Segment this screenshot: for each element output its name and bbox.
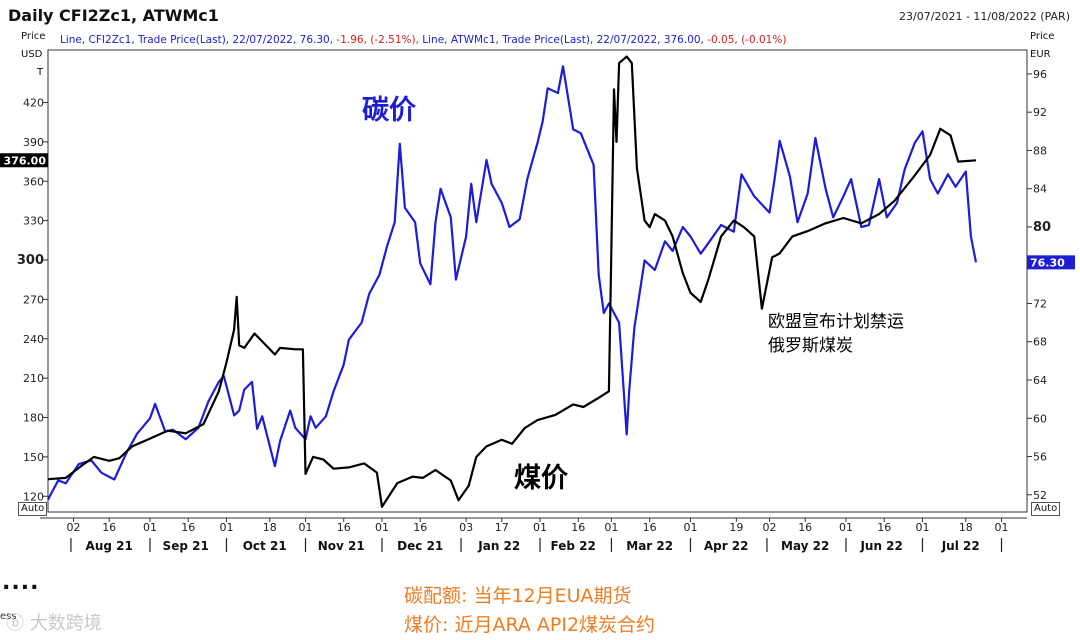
x-axis-day-label: 01	[533, 521, 547, 534]
left-axis-tick-label: 300	[17, 253, 44, 268]
event-annotation-line1: 欧盟宣布计划禁运	[768, 312, 904, 332]
right-axis-tick-label: 80	[1033, 220, 1051, 235]
carbon-last-value-marker	[1027, 255, 1075, 270]
legend-coal-text: Line, ATWMc1, Trade Price(Last), 22/07/2…	[422, 34, 704, 46]
x-axis-day-label: 16	[643, 521, 657, 534]
right-axis-tick-label: 72	[1033, 297, 1047, 310]
left-axis-tick-label: 330	[23, 215, 44, 228]
x-axis-day-label: 03	[459, 521, 473, 534]
watermark: ⓑ 大数跨境	[6, 609, 102, 635]
left-auto-button[interactable]: Auto	[18, 502, 48, 516]
x-axis-month-label: Dec 21	[397, 539, 443, 553]
left-axis-title-price: Price	[21, 31, 46, 42]
right-axis-tick-label: 96	[1033, 68, 1047, 81]
x-axis-day-label: 02	[66, 521, 80, 534]
right-axis-tick-label: 52	[1033, 489, 1047, 502]
footnote-coal: 煤价: 近月ARA API2煤炭合约	[404, 614, 656, 636]
chart-title: Daily CFI2Zc1, ATWMc1	[8, 6, 219, 25]
x-axis-day-label: 01	[995, 521, 1009, 534]
x-axis-month-label: Sep 21	[163, 539, 209, 553]
coal-last-value-marker	[0, 153, 48, 168]
right-axis-title-price: Price	[1030, 31, 1055, 42]
left-axis-tick-label: 210	[23, 372, 44, 385]
carbon-last-value-label: 76.30	[1030, 256, 1065, 269]
watermark-text: 大数跨境	[29, 613, 102, 634]
left-axis-tick-label: 180	[23, 412, 44, 425]
right-axis-tick-label: 64	[1033, 374, 1047, 387]
left-axis-tick-label: 150	[23, 451, 44, 464]
chart-legend: Line, CFI2Zc1, Trade Price(Last), 22/07/…	[60, 34, 786, 46]
x-axis-day-label: 01	[839, 521, 853, 534]
right-auto-button[interactable]: Auto	[1031, 502, 1061, 516]
ticks-layer: 120 150 180 210 240 270 300 330 360 390 420 52 56 60 6…	[17, 68, 1051, 553]
carbon-price-annotation: 碳价	[362, 95, 416, 126]
right-axis-tick-label: 56	[1033, 451, 1047, 464]
coal-price-line	[47, 55, 977, 508]
x-axis-day-label: 16	[571, 521, 585, 534]
x-axis-day-label: 16	[877, 521, 891, 534]
x-axis-day-label: 01	[143, 521, 157, 534]
right-axis-tick-label: 68	[1033, 336, 1047, 349]
x-axis-day-label: 18	[959, 521, 973, 534]
clipped-text: ess	[0, 611, 17, 622]
labels-layer: 376.00 76.30	[0, 153, 1075, 270]
x-axis-day-label: 16	[102, 521, 116, 534]
x-axis-month-label: Mar 22	[626, 539, 673, 553]
legend-carbon-text: Line, CFI2Zc1, Trade Price(Last), 22/07/…	[60, 34, 334, 46]
x-axis-day-label: 02	[763, 521, 777, 534]
left-axis-tick-label: 390	[23, 136, 44, 149]
left-axis-title-usd: USD	[21, 49, 43, 60]
date-range: 23/07/2021 - 11/08/2022 (PAR)	[899, 10, 1070, 23]
x-axis-month-label: Apr 22	[704, 539, 749, 553]
left-axis-tick-label: 270	[23, 293, 44, 306]
x-axis-month-label: Feb 22	[551, 539, 596, 553]
coal-last-value-label: 376.00	[4, 154, 47, 167]
right-axis-tick-label: 60	[1033, 412, 1047, 425]
x-axis-month-label: Jul 22	[941, 539, 980, 553]
x-axis-day-label: 18	[263, 521, 277, 534]
right-axis-tick-label: 84	[1033, 183, 1047, 196]
left-axis-tick-label: 120	[23, 490, 44, 503]
x-axis-day-label: 01	[219, 521, 233, 534]
right-axis-tick-label: 88	[1033, 144, 1047, 157]
legend-coal-change: -0.05, (-0.01%)	[707, 34, 787, 46]
x-axis-day-label: 17	[495, 521, 509, 534]
x-axis-month-label: Jan 22	[477, 539, 520, 553]
watermark-logo-icon: ⓑ	[6, 613, 24, 634]
x-axis-day-label: 01	[683, 521, 697, 534]
carbon-price-line	[47, 65, 978, 501]
x-axis-day-label: 16	[337, 521, 351, 534]
x-axis-day-label: 16	[798, 521, 812, 534]
event-annotation-line2: 俄罗斯煤炭	[768, 336, 853, 356]
x-axis-month-label: Oct 21	[243, 539, 287, 553]
x-axis-day-label: 16	[181, 521, 195, 534]
x-axis-day-label: 19	[729, 521, 743, 534]
left-axis-title-t: T	[37, 67, 44, 78]
x-axis-month-label: Nov 21	[318, 539, 365, 553]
right-axis-tick-label: 92	[1033, 106, 1047, 119]
left-axis-tick-label: 240	[23, 333, 44, 346]
x-axis-day-label: 01	[375, 521, 389, 534]
plot-frame	[47, 49, 1028, 513]
x-axis-day-label: 01	[298, 521, 312, 534]
legend-carbon-change: -1.96, (-2.51%),	[336, 34, 419, 46]
x-axis-day-label: 16	[413, 521, 427, 534]
right-axis-title-eur: EUR	[1030, 49, 1051, 60]
coal-price-annotation: 煤价	[514, 463, 568, 494]
dots-marker: ....	[2, 570, 40, 595]
x-axis-month-label: Jun 22	[859, 539, 902, 553]
left-axis-tick-label: 420	[23, 97, 44, 110]
grid-layer	[47, 49, 1028, 513]
x-axis-month-label: May 22	[781, 539, 829, 553]
series-layer	[47, 55, 978, 508]
x-axis-day-label: 01	[915, 521, 929, 534]
left-axis-tick-label: 360	[23, 175, 44, 188]
footnote-carbon: 碳配额: 当年12月EUA期货	[404, 585, 632, 607]
x-axis-day-label: 01	[604, 521, 618, 534]
x-axis-month-label: Aug 21	[86, 539, 133, 553]
